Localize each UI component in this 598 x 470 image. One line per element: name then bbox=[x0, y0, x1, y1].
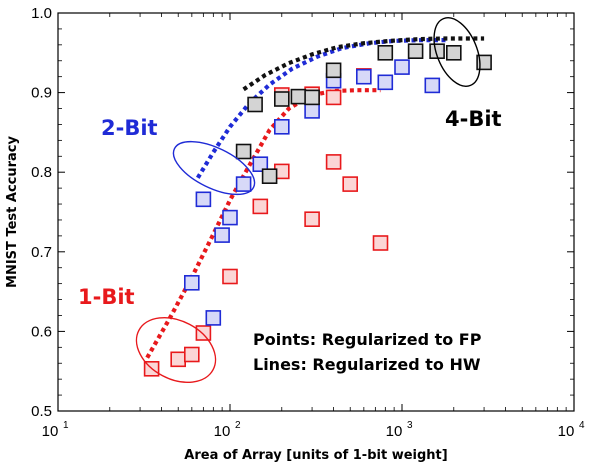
data-point-s2-3 bbox=[205, 310, 222, 326]
data-point-s2-14 bbox=[424, 77, 441, 94]
one-bit-label: 1-Bit bbox=[78, 285, 135, 309]
data-point-s3-10 bbox=[429, 43, 445, 60]
data-point-s2-2 bbox=[195, 191, 212, 208]
data-point-s2-4 bbox=[214, 227, 230, 243]
y-tick-label: 0.7 bbox=[31, 244, 52, 261]
data-point-s1-8 bbox=[304, 211, 320, 227]
x-tick-label: 10 bbox=[558, 423, 575, 440]
y-tick-label: 0.5 bbox=[31, 403, 52, 420]
data-point-s3-5 bbox=[290, 88, 307, 105]
data-point-s2-12 bbox=[377, 74, 394, 91]
y-tick-label: 0.6 bbox=[31, 323, 52, 340]
x-axis-label: Area of Array [units of 1-bit weight] bbox=[184, 448, 447, 463]
data-point-s1-10 bbox=[342, 176, 359, 192]
x-tick-label: 10 bbox=[386, 423, 403, 440]
plot-frame bbox=[57, 12, 575, 412]
two-bit-cluster-ellipse bbox=[172, 140, 256, 196]
data-point-s1-3 bbox=[184, 346, 200, 363]
data-point-s3-7 bbox=[325, 62, 342, 79]
data-point-s1-6 bbox=[252, 198, 269, 215]
x-tick-label: 10 bbox=[214, 423, 231, 440]
x-tick-label: 10 bbox=[42, 423, 59, 440]
two-bit-label: 2-Bit bbox=[101, 116, 158, 140]
lines-note: Lines: Regularized to HW bbox=[253, 355, 481, 374]
data-point-s2-9 bbox=[304, 103, 320, 119]
data-point-s3-2 bbox=[247, 96, 263, 113]
data-point-s3-3 bbox=[261, 168, 278, 184]
data-point-s2-11 bbox=[355, 68, 372, 85]
fit-line-3 bbox=[242, 36, 485, 92]
data-point-s2-7 bbox=[252, 156, 269, 172]
data-point-s3-4 bbox=[273, 91, 290, 107]
data-point-s3-9 bbox=[407, 43, 424, 60]
x-tick-exponent: 1 bbox=[63, 420, 69, 431]
x-tick-exponent: 3 bbox=[407, 420, 413, 431]
fit-line-1 bbox=[145, 88, 381, 359]
four-bit-label: 4-Bit bbox=[445, 107, 502, 131]
data-point-s3-8 bbox=[377, 44, 394, 61]
data-point-s1-9 bbox=[325, 154, 342, 170]
y-tick-label: 1.0 bbox=[31, 5, 52, 22]
y-tick-label: 0.8 bbox=[31, 164, 52, 181]
y-tick-label: 0.9 bbox=[31, 85, 52, 102]
data-point-s3-1 bbox=[235, 143, 252, 160]
data-point-s1-14 bbox=[325, 89, 342, 106]
data-point-s1-5 bbox=[222, 268, 238, 285]
y-axis-label: MNIST Test Accuracy bbox=[5, 136, 20, 288]
data-point-s1-11 bbox=[372, 235, 389, 251]
data-point-s2-6 bbox=[235, 176, 252, 192]
data-point-s1-4 bbox=[195, 325, 212, 341]
data-point-s1-2 bbox=[170, 351, 186, 368]
data-point-s3-11 bbox=[445, 44, 462, 61]
data-point-s3-6 bbox=[304, 89, 320, 106]
four-bit-cluster-ellipse bbox=[433, 17, 481, 87]
data-point-s2-13 bbox=[394, 59, 410, 75]
points-note: Points: Regularized to FP bbox=[253, 330, 482, 349]
data-point-s2-5 bbox=[222, 209, 238, 226]
x-tick-exponent: 4 bbox=[579, 420, 585, 431]
one-bit-cluster-ellipse bbox=[135, 316, 217, 384]
x-tick-exponent: 2 bbox=[235, 420, 241, 431]
data-point-s2-1 bbox=[184, 274, 200, 291]
data-point-s2-8 bbox=[273, 119, 290, 135]
